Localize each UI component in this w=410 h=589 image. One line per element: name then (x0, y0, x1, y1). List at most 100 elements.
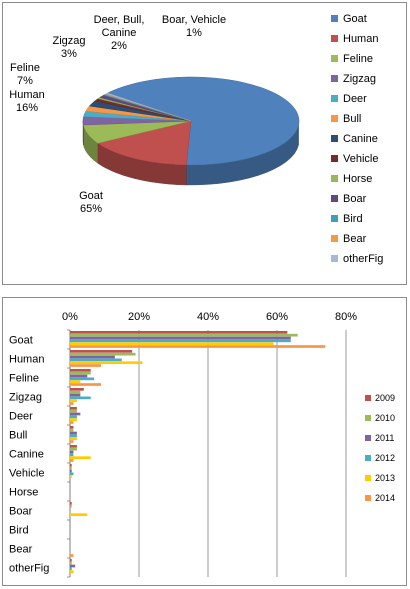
pie-slice-goat (107, 76, 300, 166)
bar-boar-2009 (70, 502, 72, 505)
bar-goat-2012 (70, 339, 291, 343)
bar-otherfig-2012 (70, 567, 72, 571)
bar-zigzag-2010 (70, 390, 81, 394)
legend-swatch-2010 (365, 415, 371, 421)
legend-label-2014: 2014 (375, 493, 395, 503)
y-tick-deer: Deer (9, 411, 33, 423)
bar-deer-2013 (70, 418, 77, 422)
legend-label-human: Human (343, 33, 378, 45)
x-tick-80-: 80% (335, 311, 357, 323)
legend-label-feline: Feline (343, 53, 373, 65)
bar-human-2010 (70, 352, 136, 356)
legend-swatch-vehicle (331, 155, 338, 162)
legend-swatch-2014 (365, 495, 371, 501)
pie-data-labels: Goat 65% Human 16%Feline 7% Zigzag 3% Deer, Bul… (9, 14, 226, 215)
bar-bull-2010 (70, 428, 74, 432)
legend-label-boar: Boar (343, 193, 367, 205)
bar-vehicle-2011 (70, 469, 72, 473)
bar-goat-2014 (70, 345, 326, 348)
bar-goat-2009 (70, 331, 288, 334)
bar-bull-2014 (70, 440, 74, 443)
y-tick-feline: Feline (9, 373, 39, 385)
x-tick-0-: 0% (62, 311, 78, 323)
bar-otherfig-2011 (70, 564, 76, 568)
pie-slice-otherfig (104, 92, 192, 122)
legend-label-2013: 2013 (375, 473, 395, 483)
bar-human-2013 (70, 361, 143, 365)
legend-label-deer: Deer (343, 93, 367, 105)
bar-goat-2011 (70, 336, 291, 340)
bar-goat-2013 (70, 342, 274, 346)
bar-deer-2012 (70, 415, 77, 419)
bar-otherfig-2009 (70, 559, 72, 562)
bar-canine-2013 (70, 456, 91, 460)
bar-boar-2013 (70, 513, 88, 517)
bar-vehicle-2010 (70, 466, 72, 470)
bar-bull-2009 (70, 426, 74, 429)
bar-vehicle-2013 (70, 475, 72, 479)
bar-otherfig-2010 (70, 561, 72, 565)
legend-swatch-2011 (365, 435, 371, 441)
pie-chart-panel: Goat 65% Human 16% Feline 7% Zigzag 3% Deer, Bul… (2, 2, 407, 285)
bar-canine-2009 (70, 445, 77, 448)
bar-deer-2014 (70, 421, 74, 424)
legend-label-2010: 2010 (375, 413, 395, 423)
bar-boar-2010 (70, 504, 72, 508)
legend-label-zigzag: Zigzag (343, 73, 376, 85)
pie-data-label-zigzag: Zigzag 3% (52, 35, 85, 60)
bar-zigzag-2014 (70, 402, 74, 405)
bar-bull-2012 (70, 434, 77, 438)
legend-swatch-bear (331, 235, 338, 242)
bar-feline-2011 (70, 374, 88, 378)
legend-swatch-horse (331, 175, 338, 182)
legend-label-vehicle: Vehicle (343, 153, 378, 165)
legend-label-2009: 2009 (375, 393, 395, 403)
bar-deer-2011 (70, 412, 81, 416)
bar-chart-panel: 0% 20% 40% 60% 80% Goat Human Feline Zigzag Deer B… (2, 297, 407, 586)
legend-swatch-bull (331, 115, 338, 122)
bar-otherfig-2013 (70, 570, 74, 574)
bar-canine-2010 (70, 447, 77, 451)
bar-vehicle-2012 (70, 472, 74, 476)
bar-canine-2014 (70, 459, 74, 462)
bar-goat-2010 (70, 333, 298, 337)
y-tick-otherfig: otherFig (9, 563, 49, 575)
bar-feline-2013 (70, 380, 81, 384)
bar-feline-2009 (70, 369, 91, 372)
bar-deer-2010 (70, 409, 77, 413)
bar-deer-2009 (70, 407, 77, 410)
pie-legend: Goat Human Feline Zigzag Deer Bull Canine Vehic… (331, 13, 383, 265)
y-tick-human: Human (9, 354, 44, 366)
y-tick-vehicle: Vehicle (9, 468, 44, 480)
pie-data-label-human: Human 16% (9, 89, 44, 114)
bar-zigzag-2013 (70, 399, 77, 403)
pie-chart: Goat 65% Human 16%Feline 7% Zigzag 3% Deer, Bul… (9, 13, 383, 265)
legend-label-2011: 2011 (375, 433, 394, 443)
x-tick-60-: 60% (266, 311, 288, 323)
bar-feline-2014 (70, 383, 102, 386)
legend-swatch-2012 (365, 455, 371, 461)
legend-label-canine: Canine (343, 133, 378, 145)
pie-slice-human (97, 120, 192, 166)
legend-swatch-feline (331, 55, 338, 62)
bar-zigzag-2012 (70, 396, 91, 400)
legend-swatch-boar (331, 195, 338, 202)
bar-feline-2010 (70, 371, 91, 375)
pie-data-label-feline: Feline 7% (10, 62, 40, 87)
y-tick-canine: Canine (9, 449, 44, 461)
legend-label-bull: Bull (343, 113, 361, 125)
legend-label-2012: 2012 (375, 453, 395, 463)
bar-legend: 2009 2010 2011 2012 2013 2014 (365, 393, 395, 503)
bar-series (70, 331, 326, 574)
legend-swatch-zigzag (331, 75, 338, 82)
bar-vehicle-2009 (70, 464, 72, 467)
legend-swatch-2009 (365, 395, 371, 401)
y-tick-goat: Goat (9, 335, 33, 347)
pie-data-label-boar-vehicle: Boar, Vehicle 1% (162, 14, 226, 39)
legend-swatch-deer (331, 95, 338, 102)
legend-label-bear: Bear (343, 233, 367, 245)
bar-gridlines (69, 330, 347, 577)
y-tick-bear: Bear (9, 544, 33, 556)
legend-label-bird: Bird (343, 213, 363, 225)
bar-bull-2013 (70, 437, 77, 441)
